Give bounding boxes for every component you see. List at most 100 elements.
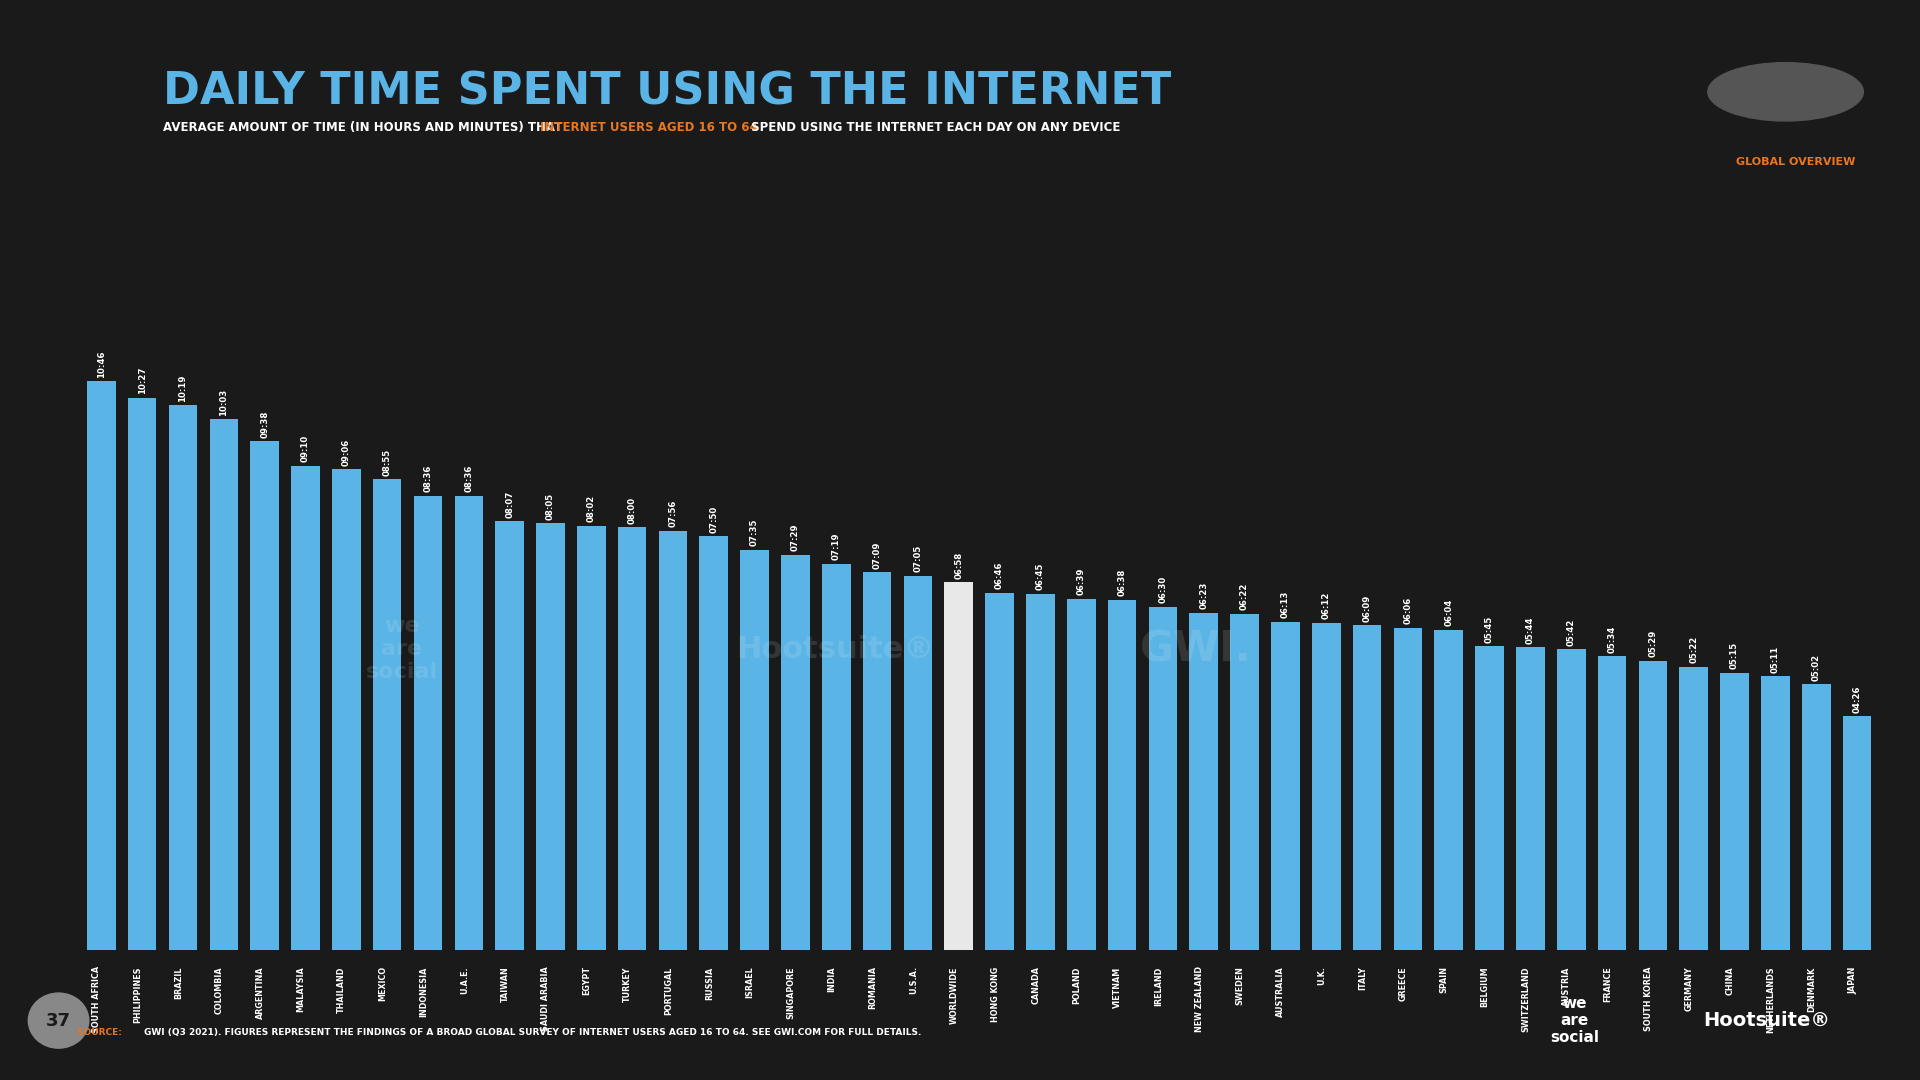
Text: SPAIN: SPAIN: [1440, 967, 1450, 994]
Text: NEW ZEALAND: NEW ZEALAND: [1194, 967, 1204, 1032]
Text: VIETNAM: VIETNAM: [1114, 967, 1121, 1008]
Text: 06:46: 06:46: [995, 562, 1004, 590]
Text: INDIA: INDIA: [828, 967, 837, 991]
Text: 05:42: 05:42: [1567, 618, 1576, 646]
Bar: [578, 526, 605, 950]
Bar: [86, 381, 115, 950]
Text: PHILIPPINES: PHILIPPINES: [132, 967, 142, 1023]
Text: 07:50: 07:50: [708, 505, 718, 532]
Text: TAIWAN: TAIWAN: [501, 967, 509, 1002]
Text: HONG KONG: HONG KONG: [991, 967, 1000, 1022]
Bar: [1434, 630, 1463, 950]
Text: 08:36: 08:36: [465, 464, 474, 492]
Bar: [781, 555, 810, 950]
Text: 07:35: 07:35: [751, 518, 758, 546]
Bar: [862, 572, 891, 950]
Bar: [659, 531, 687, 950]
Text: INDONESIA: INDONESIA: [419, 967, 428, 1016]
Text: MALAYSIA: MALAYSIA: [296, 967, 305, 1012]
Text: 07:19: 07:19: [831, 532, 841, 561]
Bar: [495, 522, 524, 950]
Text: 06:45: 06:45: [1037, 563, 1044, 590]
Text: U.A.E.: U.A.E.: [459, 967, 468, 994]
Text: Hootsuite®: Hootsuite®: [1703, 1011, 1830, 1030]
Bar: [1148, 607, 1177, 950]
Bar: [1068, 598, 1096, 950]
Text: 37: 37: [46, 1012, 71, 1029]
Text: 08:36: 08:36: [424, 464, 432, 492]
Text: 06:58: 06:58: [954, 552, 964, 579]
Text: U.S.A.: U.S.A.: [908, 967, 918, 995]
Bar: [1517, 647, 1546, 950]
Text: DENMARK: DENMARK: [1807, 967, 1816, 1012]
Text: SINGAPORE: SINGAPORE: [787, 967, 795, 1018]
Text: we
are
social: we are social: [1549, 996, 1599, 1045]
Bar: [332, 470, 361, 950]
Text: THAILAND: THAILAND: [338, 967, 346, 1013]
Text: ISRAEL: ISRAEL: [745, 967, 755, 998]
Text: we
are
social: we are social: [365, 616, 438, 683]
Text: Hootsuite®: Hootsuite®: [735, 635, 933, 663]
Text: AVERAGE AMOUNT OF TIME (IN HOURS AND MINUTES) THAT: AVERAGE AMOUNT OF TIME (IN HOURS AND MIN…: [163, 121, 566, 134]
Text: 05:22: 05:22: [1690, 636, 1699, 663]
Text: SPEND USING THE INTERNET EACH DAY ON ANY DEVICE: SPEND USING THE INTERNET EACH DAY ON ANY…: [747, 121, 1121, 134]
Bar: [1803, 685, 1830, 950]
Text: MEXICO: MEXICO: [378, 967, 388, 1001]
Text: 05:11: 05:11: [1770, 646, 1780, 673]
Ellipse shape: [1709, 63, 1862, 121]
Text: 05:02: 05:02: [1812, 653, 1820, 680]
Text: SWITZERLAND: SWITZERLAND: [1521, 967, 1530, 1031]
Bar: [292, 465, 321, 950]
Text: EGYPT: EGYPT: [582, 967, 591, 996]
Text: 06:06: 06:06: [1404, 597, 1413, 624]
Bar: [741, 550, 768, 950]
Text: 06:04: 06:04: [1444, 598, 1453, 626]
Text: WORLDWIDE: WORLDWIDE: [950, 967, 958, 1024]
Text: JAPAN: JAPAN: [1849, 967, 1857, 994]
Text: GWI.: GWI.: [1140, 629, 1252, 670]
Bar: [129, 397, 156, 950]
Text: 08:07: 08:07: [505, 490, 515, 517]
Text: BRAZIL: BRAZIL: [175, 967, 182, 999]
Text: 10:27: 10:27: [138, 367, 146, 394]
Text: RUSSIA: RUSSIA: [705, 967, 714, 999]
Text: ROMANIA: ROMANIA: [868, 967, 877, 1010]
Text: TURKEY: TURKEY: [624, 967, 632, 1002]
Text: 05:45: 05:45: [1484, 616, 1494, 643]
Text: INTERNET USERS AGED 16 TO 64: INTERNET USERS AGED 16 TO 64: [540, 121, 758, 134]
Bar: [1680, 666, 1709, 950]
Text: AUSTRALIA: AUSTRALIA: [1277, 967, 1286, 1017]
Text: 06:09: 06:09: [1363, 594, 1371, 622]
Bar: [455, 496, 484, 950]
Text: 09:06: 09:06: [342, 438, 351, 465]
Text: 06:39: 06:39: [1077, 568, 1087, 595]
Text: 07:09: 07:09: [872, 541, 881, 569]
Text: 10:19: 10:19: [179, 374, 188, 402]
Text: 08:05: 08:05: [545, 492, 555, 519]
Bar: [618, 527, 647, 950]
Bar: [1475, 647, 1503, 950]
Bar: [169, 405, 198, 950]
Text: 08:55: 08:55: [382, 448, 392, 475]
Text: SAUDI ARABIA: SAUDI ARABIA: [541, 967, 551, 1031]
Text: 08:00: 08:00: [628, 497, 637, 524]
Bar: [1271, 622, 1300, 950]
Text: 06:12: 06:12: [1321, 592, 1331, 619]
Text: 09:38: 09:38: [259, 410, 269, 437]
Text: 06:13: 06:13: [1281, 591, 1290, 618]
Bar: [699, 537, 728, 950]
Bar: [1190, 613, 1217, 950]
Text: 06:30: 06:30: [1158, 576, 1167, 604]
Bar: [536, 523, 564, 950]
Bar: [1843, 716, 1872, 950]
Text: IRELAND: IRELAND: [1154, 967, 1164, 1005]
Text: 07:05: 07:05: [914, 545, 922, 572]
Text: 07:29: 07:29: [791, 524, 801, 551]
Bar: [1720, 673, 1749, 950]
Text: 10:46: 10:46: [96, 350, 106, 378]
Text: 05:15: 05:15: [1730, 643, 1740, 670]
Bar: [1025, 594, 1054, 950]
Text: 08:02: 08:02: [588, 495, 595, 523]
Bar: [1761, 676, 1789, 950]
Text: SOURCE:: SOURCE:: [77, 1028, 125, 1037]
